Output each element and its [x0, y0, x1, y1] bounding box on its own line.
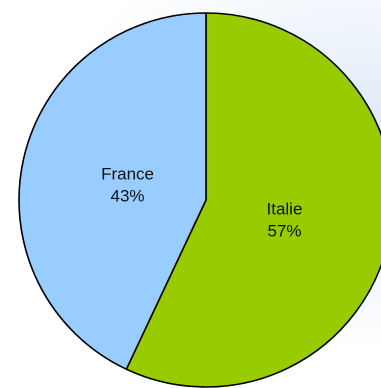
pie-slice-france — [18, 12, 207, 371]
slice-percent-france: 43% — [111, 186, 145, 205]
slice-label-italie: Italie — [267, 200, 303, 219]
slice-label-france: France — [101, 164, 154, 183]
slices-layer — [18, 12, 381, 388]
slice-percent-italie: 57% — [267, 222, 301, 241]
pie-slice-italie — [125, 12, 381, 388]
labels-layer: Italie 57% France 43% — [101, 164, 302, 240]
